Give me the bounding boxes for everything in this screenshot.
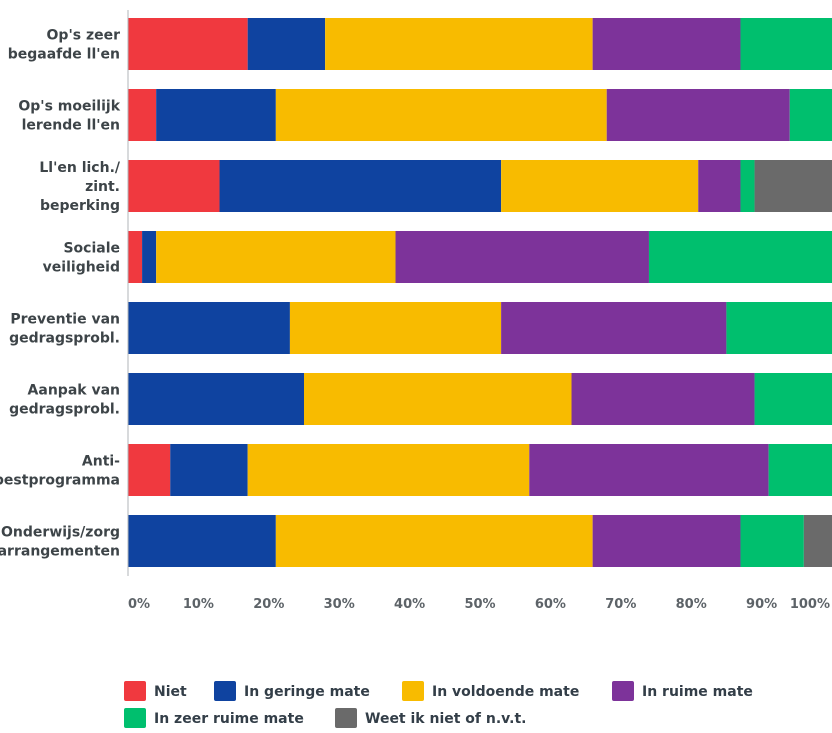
legend-swatch: [214, 681, 236, 701]
bar-segment-row8-series4: [592, 515, 741, 567]
bar-segment-row4-series5: [648, 231, 832, 283]
bar-segment-row2-series2: [156, 89, 276, 141]
legend-swatch: [124, 708, 146, 728]
category-label-line: Aanpak van: [28, 383, 120, 399]
bar-segment-row3-series5: [740, 160, 755, 212]
bar-segment-row3-series3: [501, 160, 699, 212]
bar-segment-row8-series5: [740, 515, 804, 567]
category-label-line: Sociale: [63, 241, 120, 257]
x-tick-label: 100%: [790, 597, 830, 612]
legend-item: In ruime mate: [612, 681, 753, 701]
x-tick-label: 0%: [128, 597, 150, 612]
bar-segment-row8-series3: [275, 515, 593, 567]
bar-segment-row4-series3: [156, 231, 396, 283]
bar-segment-row7-series3: [247, 444, 530, 496]
category-label-line: lerende ll'en: [22, 118, 120, 134]
legend-item: Niet: [124, 681, 187, 701]
category-label: Op's moeilijk lerende ll'en: [18, 99, 120, 134]
bar-segment-row7-series5: [768, 444, 832, 496]
bar-segment-row2-series5: [789, 89, 832, 141]
x-tick-label: 70%: [605, 597, 636, 612]
bar-segment-row1-series3: [325, 18, 593, 70]
bars-layer: [128, 18, 832, 567]
x-tick-label: 80%: [676, 597, 707, 612]
bar-segment-row4-series4: [395, 231, 649, 283]
category-label-line: gedragsprobl.: [9, 331, 120, 347]
x-tick-label: 20%: [253, 597, 284, 612]
bar-segment-row8-series2: [128, 515, 276, 567]
category-label-line: Op's moeilijk: [18, 99, 120, 115]
legend-swatch: [612, 681, 634, 701]
legend-label: In geringe mate: [244, 684, 370, 700]
bar-segment-row3-series2: [219, 160, 502, 212]
category-label-line: Preventie van: [10, 312, 120, 328]
bar-segment-row7-series2: [170, 444, 248, 496]
category-label-line: Ll'en lich./: [39, 160, 121, 176]
bar-segment-row1-series5: [740, 18, 832, 70]
legend-label: In voldoende mate: [432, 684, 579, 700]
category-label: Aanpak van gedragsprobl.: [9, 383, 120, 418]
legend-label: In ruime mate: [642, 684, 753, 700]
x-tick-label: 30%: [324, 597, 355, 612]
bar-segment-row1-series2: [247, 18, 326, 70]
bar-segment-row2-series3: [275, 89, 607, 141]
category-label: Op's zeer begaafde ll'en: [8, 28, 120, 63]
legend-swatch: [124, 681, 146, 701]
category-label-line: zint.: [85, 179, 120, 195]
legend-item: In voldoende mate: [402, 681, 579, 701]
bar-segment-row3-series1: [128, 160, 220, 212]
bar-segment-row7-series1: [128, 444, 171, 496]
x-tick-label: 90%: [746, 597, 777, 612]
bar-segment-row8-series6: [803, 515, 832, 567]
bar-segment-row6-series4: [571, 373, 755, 425]
bar-segment-row4-series1: [128, 231, 143, 283]
legend-label: Weet ik niet of n.v.t.: [365, 711, 527, 727]
x-tick-label: 50%: [464, 597, 495, 612]
category-label: Ll'en lich./ zint. beperking: [39, 160, 121, 214]
bar-segment-row3-series4: [698, 160, 741, 212]
category-label-line: arrangementen: [0, 544, 120, 560]
bar-segment-row3-series6: [754, 160, 832, 212]
legend-swatch: [335, 708, 357, 728]
legend-label: Niet: [154, 684, 187, 700]
bar-segment-row2-series4: [606, 89, 790, 141]
bar-segment-row1-series4: [592, 18, 741, 70]
bar-segment-row5-series3: [289, 302, 502, 354]
legend-item: Weet ik niet of n.v.t.: [335, 708, 527, 728]
category-label-line: Op's zeer: [47, 28, 121, 44]
bar-segment-row6-series3: [304, 373, 572, 425]
category-label: Onderwijs/zorg arrangementen: [0, 525, 120, 560]
bar-segment-row6-series5: [754, 373, 832, 425]
category-label-line: veiligheid: [43, 260, 120, 276]
category-label-line: beperking: [40, 198, 120, 214]
category-labels: Op's zeer begaafde ll'en Op's moeilijk lere…: [0, 28, 121, 560]
bar-segment-row7-series4: [529, 444, 769, 496]
category-label: Preventie van gedragsprobl.: [9, 312, 120, 347]
bar-segment-row1-series1: [128, 18, 248, 70]
x-tick-label: 60%: [535, 597, 566, 612]
category-label-line: begaafde ll'en: [8, 47, 120, 63]
legend-item: In zeer ruime mate: [124, 708, 304, 728]
category-label: Sociale veiligheid: [43, 241, 120, 276]
legend-swatch: [402, 681, 424, 701]
category-label-line: Onderwijs/zorg: [1, 525, 120, 541]
x-axis-ticks: 0% 10% 20% 30% 40% 50% 60% 70% 80% 90% 100%: [128, 597, 830, 612]
category-label-line: gedragsprobl.: [9, 402, 120, 418]
x-tick-label: 40%: [394, 597, 425, 612]
bar-segment-row5-series2: [128, 302, 290, 354]
category-label-line: Anti-: [82, 454, 120, 470]
category-label: Anti-pestprogramma: [0, 454, 120, 489]
legend-label: In zeer ruime mate: [154, 711, 304, 727]
legend-item: In geringe mate: [214, 681, 370, 701]
x-tick-label: 10%: [183, 597, 214, 612]
category-label-line: pestprogramma: [0, 473, 120, 489]
bar-segment-row5-series5: [726, 302, 832, 354]
bar-segment-row4-series2: [142, 231, 157, 283]
bar-segment-row2-series1: [128, 89, 157, 141]
legend: Niet In geringe mate In voldoende mate In r…: [124, 681, 753, 728]
bar-segment-row6-series2: [128, 373, 304, 425]
bar-segment-row5-series4: [501, 302, 727, 354]
